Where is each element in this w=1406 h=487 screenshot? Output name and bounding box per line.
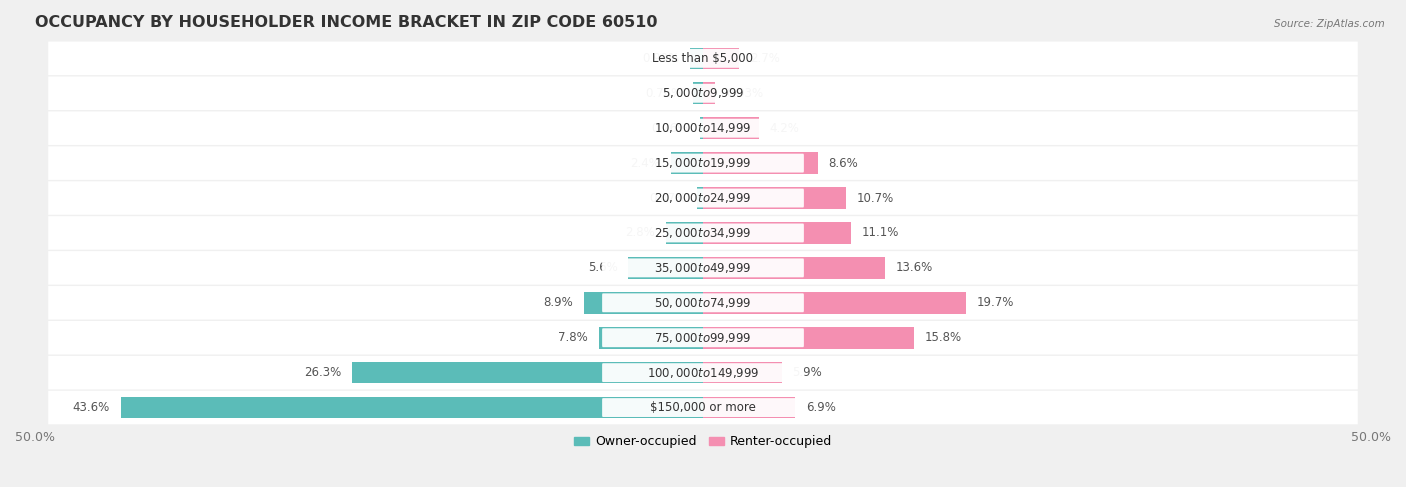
FancyBboxPatch shape xyxy=(602,293,804,312)
FancyBboxPatch shape xyxy=(48,112,1358,145)
Text: $25,000 to $34,999: $25,000 to $34,999 xyxy=(654,226,752,240)
Bar xyxy=(671,152,703,174)
Text: $50,000 to $74,999: $50,000 to $74,999 xyxy=(654,296,752,310)
FancyBboxPatch shape xyxy=(602,398,804,417)
Text: 11.1%: 11.1% xyxy=(862,226,900,240)
FancyBboxPatch shape xyxy=(48,76,1358,110)
Bar xyxy=(352,362,703,383)
Bar xyxy=(703,397,796,418)
Bar xyxy=(583,292,703,314)
Bar xyxy=(628,257,703,279)
Bar xyxy=(703,292,966,314)
Bar xyxy=(703,48,740,69)
Text: 13.6%: 13.6% xyxy=(896,262,932,274)
Text: $5,000 to $9,999: $5,000 to $9,999 xyxy=(662,86,744,100)
FancyBboxPatch shape xyxy=(48,41,1358,75)
Bar xyxy=(703,327,914,349)
Text: 5.9%: 5.9% xyxy=(793,366,823,379)
Text: 0.93%: 0.93% xyxy=(725,87,763,100)
Bar xyxy=(665,222,703,244)
Text: $20,000 to $24,999: $20,000 to $24,999 xyxy=(654,191,752,205)
Text: 0.47%: 0.47% xyxy=(648,191,686,205)
Text: 6.9%: 6.9% xyxy=(806,401,835,414)
Text: $150,000 or more: $150,000 or more xyxy=(650,401,756,414)
Bar xyxy=(703,82,716,104)
Text: 19.7%: 19.7% xyxy=(977,296,1014,309)
FancyBboxPatch shape xyxy=(602,49,804,68)
FancyBboxPatch shape xyxy=(48,321,1358,355)
Text: 15.8%: 15.8% xyxy=(925,331,962,344)
FancyBboxPatch shape xyxy=(48,216,1358,250)
Text: 26.3%: 26.3% xyxy=(304,366,340,379)
Text: Source: ZipAtlas.com: Source: ZipAtlas.com xyxy=(1274,19,1385,30)
Text: 8.9%: 8.9% xyxy=(544,296,574,309)
Text: $10,000 to $14,999: $10,000 to $14,999 xyxy=(654,121,752,135)
Bar xyxy=(697,187,703,209)
FancyBboxPatch shape xyxy=(48,391,1358,424)
Bar xyxy=(700,117,703,139)
FancyBboxPatch shape xyxy=(602,224,804,243)
FancyBboxPatch shape xyxy=(48,356,1358,390)
Text: 43.6%: 43.6% xyxy=(73,401,110,414)
Text: $35,000 to $49,999: $35,000 to $49,999 xyxy=(654,261,752,275)
FancyBboxPatch shape xyxy=(602,363,804,382)
Text: 10.7%: 10.7% xyxy=(856,191,894,205)
FancyBboxPatch shape xyxy=(48,286,1358,319)
FancyBboxPatch shape xyxy=(602,84,804,103)
Text: 0.99%: 0.99% xyxy=(641,52,679,65)
FancyBboxPatch shape xyxy=(602,119,804,138)
Text: OCCUPANCY BY HOUSEHOLDER INCOME BRACKET IN ZIP CODE 60510: OCCUPANCY BY HOUSEHOLDER INCOME BRACKET … xyxy=(35,15,658,30)
Text: Less than $5,000: Less than $5,000 xyxy=(652,52,754,65)
Bar xyxy=(703,117,759,139)
Bar xyxy=(693,82,703,104)
Bar xyxy=(703,362,782,383)
Text: $75,000 to $99,999: $75,000 to $99,999 xyxy=(654,331,752,345)
Legend: Owner-occupied, Renter-occupied: Owner-occupied, Renter-occupied xyxy=(568,431,838,453)
Text: 2.7%: 2.7% xyxy=(749,52,780,65)
FancyBboxPatch shape xyxy=(602,328,804,347)
FancyBboxPatch shape xyxy=(48,251,1358,284)
Text: 4.2%: 4.2% xyxy=(770,122,800,135)
Text: 8.6%: 8.6% xyxy=(828,157,858,169)
Text: 2.4%: 2.4% xyxy=(630,157,661,169)
Bar xyxy=(599,327,703,349)
FancyBboxPatch shape xyxy=(48,181,1358,215)
FancyBboxPatch shape xyxy=(602,259,804,277)
Bar xyxy=(703,152,818,174)
Bar xyxy=(703,222,851,244)
Text: 0.76%: 0.76% xyxy=(645,87,682,100)
Bar xyxy=(703,187,846,209)
Text: $100,000 to $149,999: $100,000 to $149,999 xyxy=(647,366,759,380)
Text: 0.26%: 0.26% xyxy=(651,122,689,135)
Text: 2.8%: 2.8% xyxy=(626,226,655,240)
FancyBboxPatch shape xyxy=(602,188,804,207)
Text: 7.8%: 7.8% xyxy=(558,331,588,344)
Bar xyxy=(121,397,703,418)
Bar xyxy=(703,257,884,279)
FancyBboxPatch shape xyxy=(602,154,804,172)
Text: $15,000 to $19,999: $15,000 to $19,999 xyxy=(654,156,752,170)
Bar xyxy=(690,48,703,69)
FancyBboxPatch shape xyxy=(48,147,1358,180)
Text: 5.6%: 5.6% xyxy=(588,262,617,274)
